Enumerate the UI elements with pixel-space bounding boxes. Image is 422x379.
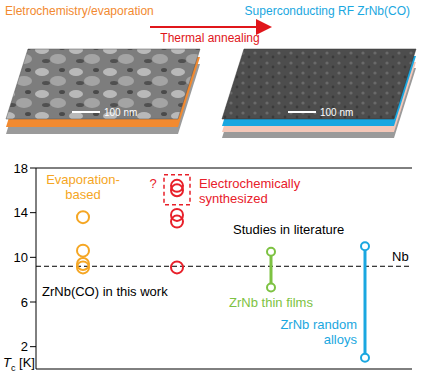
html-text:Studies in literature: Studies in literature — [233, 222, 345, 238]
svg-text:14: 14 — [14, 205, 28, 220]
html-text:Evaporation-based: Evaporation-based — [46, 172, 120, 202]
svg-text:100 nm: 100 nm — [320, 107, 353, 118]
svg-text:2: 2 — [21, 339, 28, 354]
html-text:ZrNb random alloys: ZrNb random alloys — [280, 317, 357, 348]
svg-text:6: 6 — [21, 295, 28, 310]
svg-text:100 nm: 100 nm — [104, 107, 137, 118]
svg-text:Thermal annealing: Thermal annealing — [160, 31, 259, 45]
svg-text:?: ? — [149, 176, 156, 191]
html-text:Nb: Nb — [392, 249, 409, 265]
html-text:ZrNb thin films: ZrNb thin films — [229, 295, 313, 311]
html-text:Tc[K]: Tc[K] — [3, 355, 35, 373]
svg-text:18: 18 — [14, 161, 28, 176]
html-text:ZrNb(CO) in this work: ZrNb(CO) in this work — [42, 284, 168, 300]
svg-text:Eletrochemistry/evaporation: Eletrochemistry/evaporation — [5, 4, 154, 18]
html-text:Electrochemically synthesized: Electrochemically synthesized — [199, 176, 301, 206]
svg-text:Superconducting RF ZrNb(CO): Superconducting RF ZrNb(CO) — [245, 4, 410, 18]
svg-text:10: 10 — [14, 250, 28, 265]
